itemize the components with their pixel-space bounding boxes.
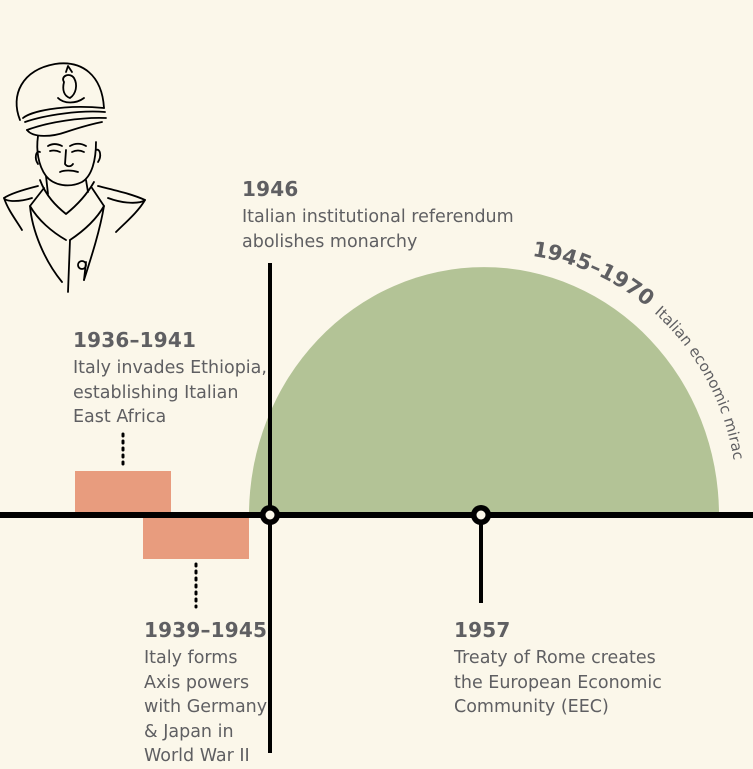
event-1957-year: 1957 <box>454 618 511 642</box>
event-1946-text: Italian institutional referendum abolish… <box>242 207 514 252</box>
military-officer-portrait-sketch <box>3 62 146 293</box>
event-1939-1945: 1939–1945 Italy forms Axis powers with G… <box>144 618 269 769</box>
event-1957-text: Treaty of Rome creates the European Econ… <box>454 648 662 717</box>
event-1946-year: 1946 <box>242 177 299 201</box>
bar-1939-1945 <box>143 518 249 559</box>
bar-1936-1941 <box>75 471 171 512</box>
event-1946: 1946 Italian institutional referendum ab… <box>242 177 542 254</box>
timeline-canvas: 1945–1970 Italian economic miracle <box>0 0 753 753</box>
event-1939-1945-year: 1939–1945 <box>144 618 268 642</box>
event-1936-1941-text: Italy invades Ethiopia, establishing Ita… <box>73 358 267 427</box>
event-1957: 1957 Treaty of Rome creates the European… <box>454 618 684 720</box>
event-1936-1941: 1936–1941 Italy invades Ethiopia, establ… <box>73 328 273 430</box>
economic-miracle-semicircle <box>249 267 719 515</box>
event-1936-1941-year: 1936–1941 <box>73 328 197 352</box>
event-1939-1945-text: Italy forms Axis powers with Germany & J… <box>144 648 268 766</box>
